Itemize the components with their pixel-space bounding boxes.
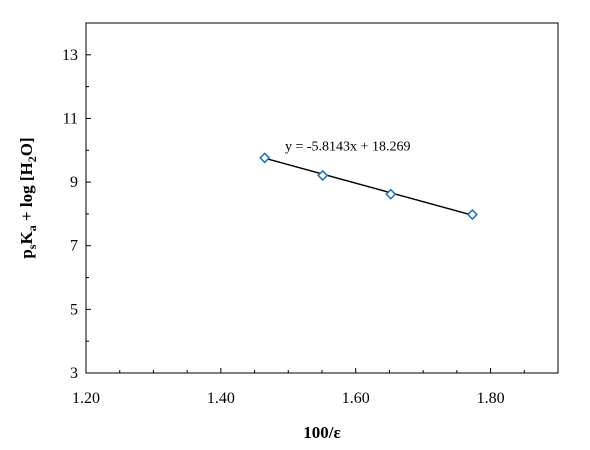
data-point: [317, 169, 329, 181]
trendline-equation: y = -5.8143x + 18.269: [285, 139, 410, 154]
x-axis-ticks: 1.20 1.40 1.60 1.80: [72, 368, 525, 407]
data-points: [259, 152, 478, 221]
trendline: [264, 157, 473, 216]
y-tick-label: 11: [63, 110, 78, 127]
y-axis-title-k: K: [17, 231, 36, 245]
y-axis-title-sub-2: 2: [25, 156, 39, 162]
x-axis-title: 100/ε: [303, 423, 341, 442]
data-point: [385, 188, 397, 200]
x-tick-label: 1.40: [207, 390, 235, 407]
y-tick-label: 9: [70, 174, 78, 191]
data-point: [259, 152, 271, 164]
y-axis-ticks: 3 5 7 9 11 13: [62, 47, 91, 382]
y-axis-title-sub-s: s: [25, 244, 39, 249]
y-tick-label: 5: [70, 301, 78, 318]
y-tick-label: 7: [70, 238, 78, 255]
x-tick-label: 1.80: [477, 390, 505, 407]
y-axis-title-o: O]: [17, 137, 36, 156]
y-tick-label: 13: [62, 47, 78, 64]
y-axis-title-sub-a: a: [25, 225, 39, 231]
y-axis-title: psKa + log [H2O]: [17, 137, 39, 258]
x-tick-label: 1.60: [342, 390, 370, 407]
y-tick-label: 3: [70, 365, 78, 382]
trendline-layer: [264, 157, 473, 216]
y-axis-title-log-h: + log [H: [17, 162, 36, 225]
y-axis-title-p: p: [17, 249, 36, 258]
x-tick-label: 1.20: [72, 390, 100, 407]
data-point: [466, 208, 478, 221]
